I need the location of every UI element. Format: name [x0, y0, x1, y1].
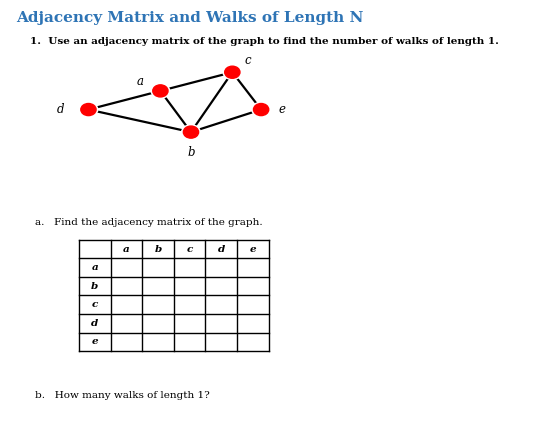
Text: b: b	[187, 146, 195, 159]
Text: b.   How many walks of length 1?: b. How many walks of length 1?	[35, 391, 210, 400]
Text: d: d	[217, 245, 225, 254]
Text: a: a	[92, 263, 98, 272]
Circle shape	[252, 102, 270, 117]
Circle shape	[183, 126, 198, 138]
Circle shape	[151, 83, 169, 98]
Text: b: b	[91, 282, 99, 291]
Text: a.   Find the adjacency matrix of the graph.: a. Find the adjacency matrix of the grap…	[35, 218, 263, 227]
Text: a: a	[136, 75, 143, 88]
Text: c: c	[186, 245, 193, 254]
Text: a: a	[123, 245, 130, 254]
Text: e: e	[250, 245, 256, 254]
Circle shape	[181, 125, 200, 140]
Circle shape	[253, 104, 269, 116]
Text: Adjacency Matrix and Walks of Length N: Adjacency Matrix and Walks of Length N	[16, 11, 364, 25]
Text: c: c	[244, 54, 251, 67]
Text: d: d	[91, 319, 99, 328]
Text: b: b	[154, 245, 162, 254]
Text: 1.  Use an adjacency matrix of the graph to find the number of walks of length 1: 1. Use an adjacency matrix of the graph …	[30, 37, 499, 46]
Text: e: e	[278, 103, 286, 116]
Circle shape	[223, 65, 241, 79]
Text: e: e	[92, 337, 98, 346]
Circle shape	[79, 102, 98, 117]
Text: c: c	[92, 300, 98, 309]
Circle shape	[153, 85, 168, 97]
Circle shape	[81, 104, 96, 116]
Text: d: d	[56, 103, 64, 116]
Circle shape	[225, 66, 240, 78]
